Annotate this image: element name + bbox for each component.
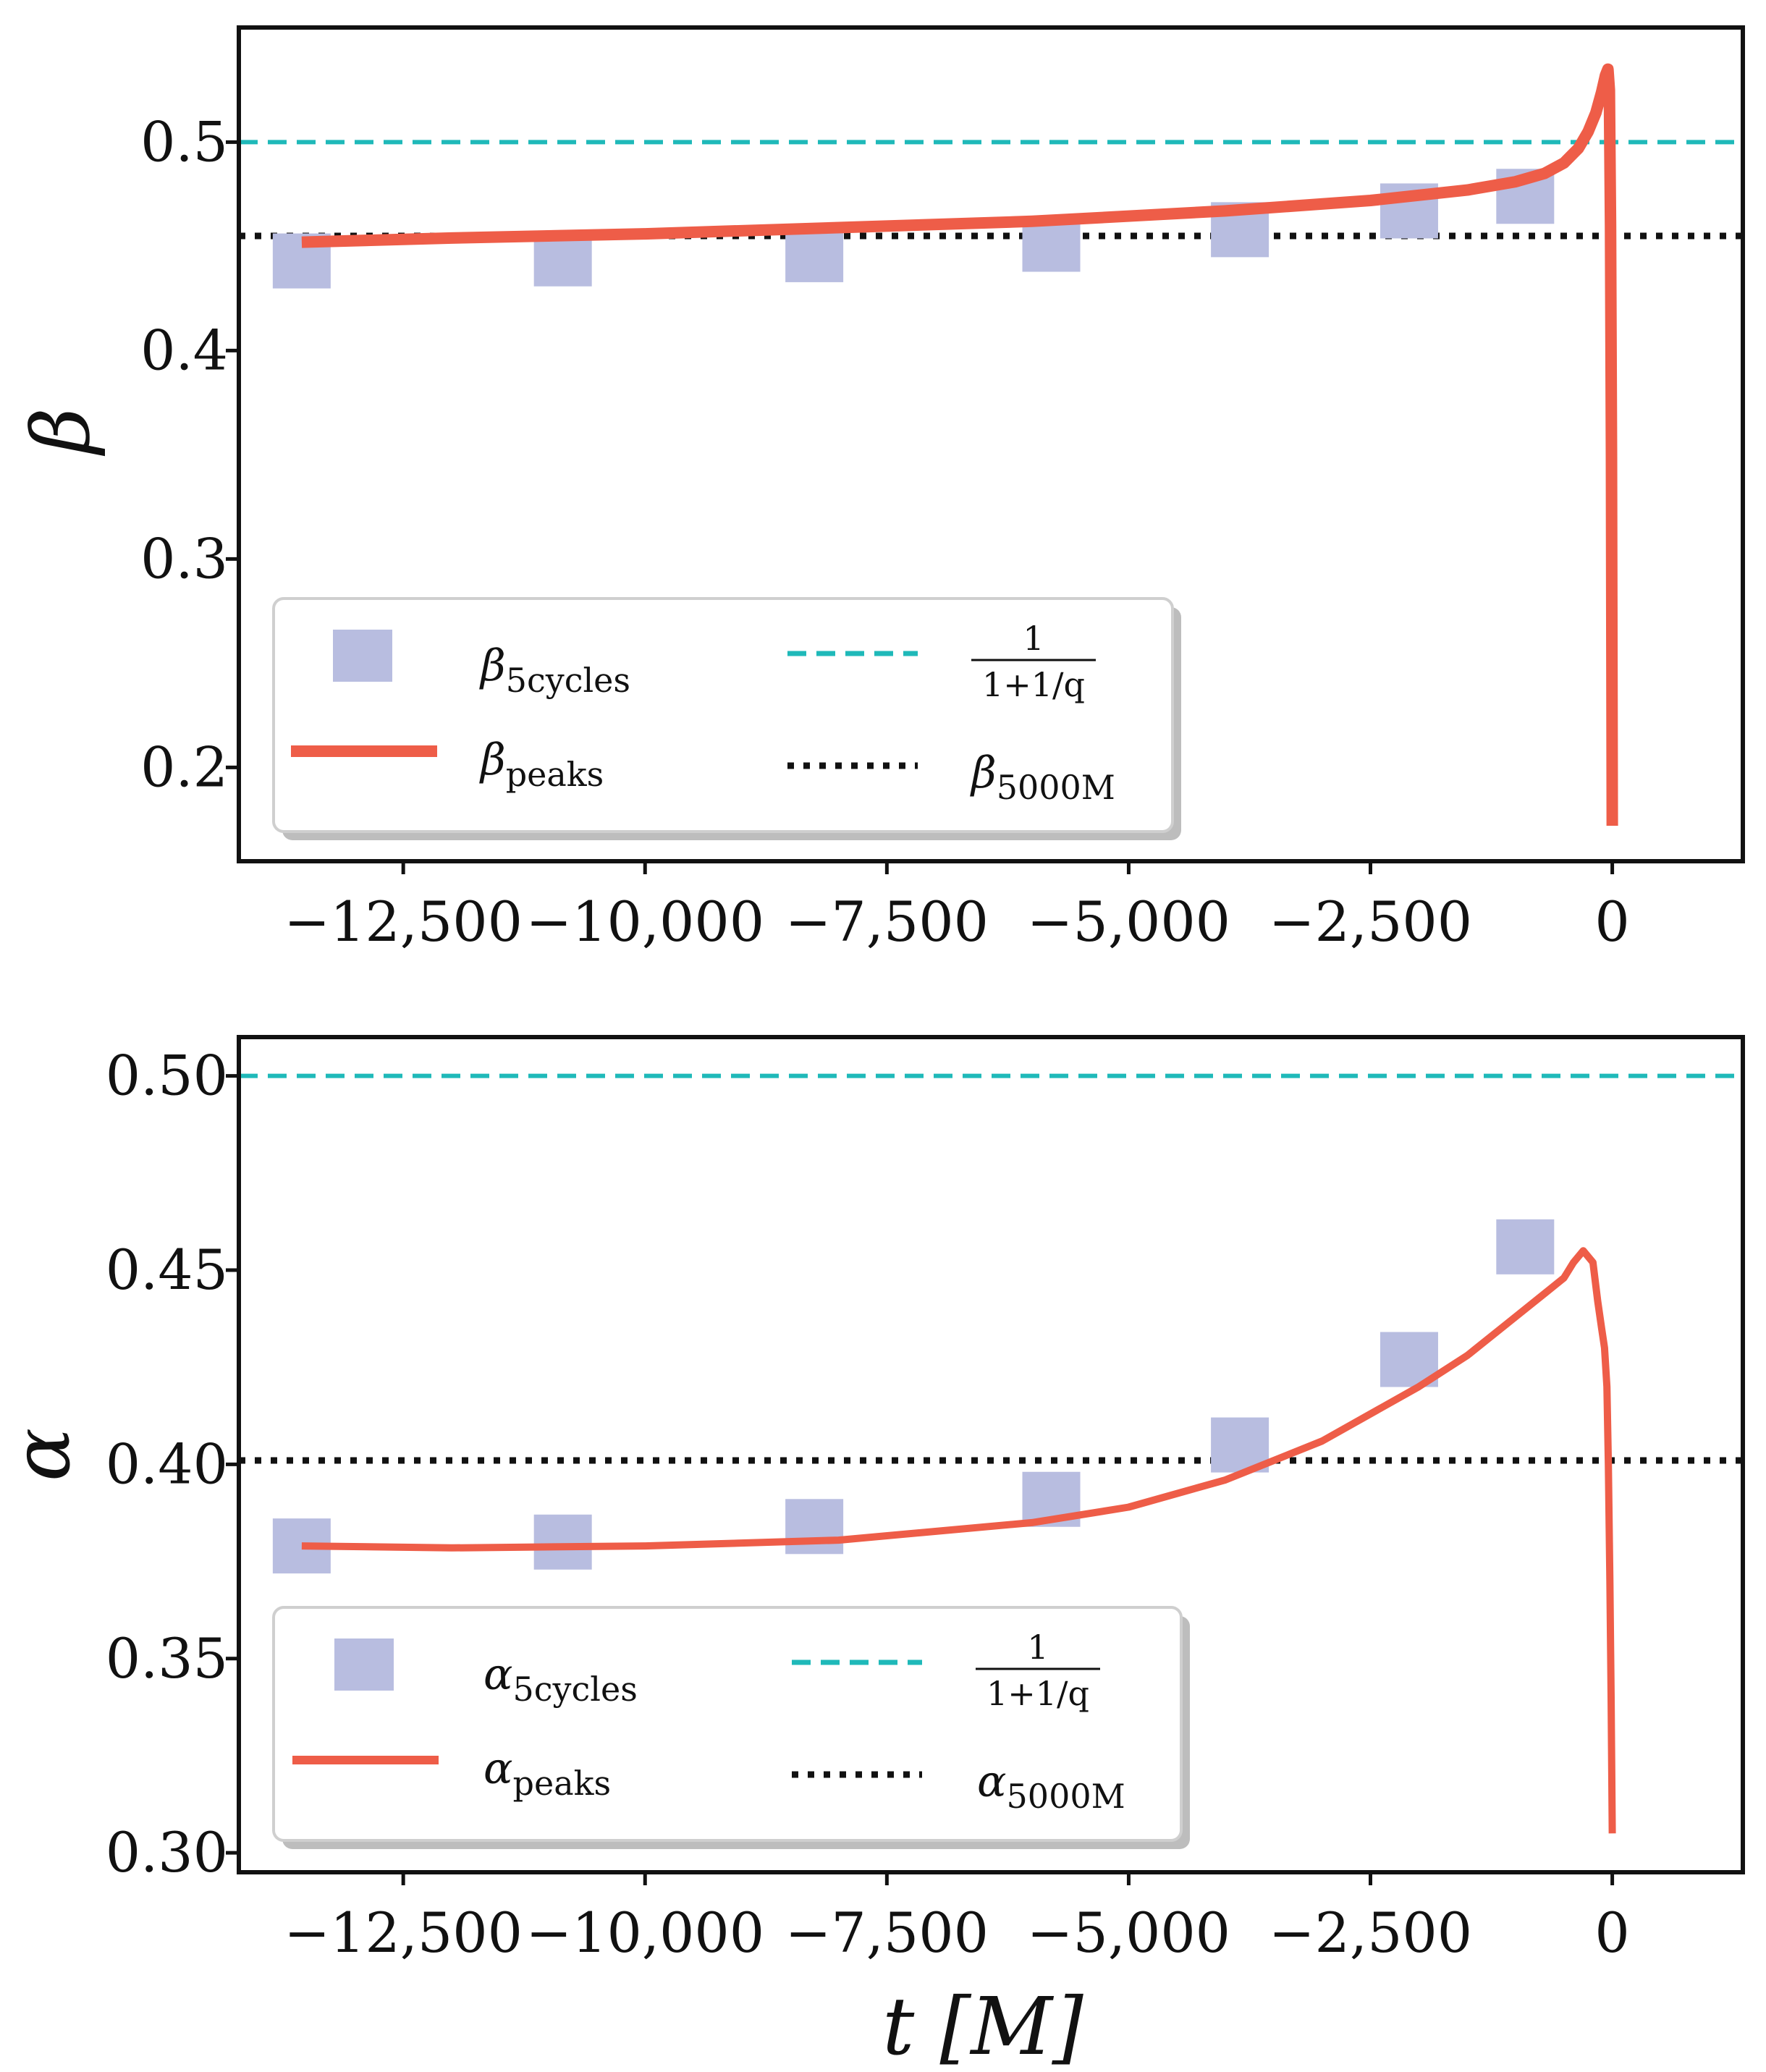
series-line <box>301 63 1618 826</box>
x-tick-label: −12,500 <box>284 1900 523 1965</box>
legend-marker-swatch <box>334 1638 394 1691</box>
beta-panel: β5cycles βpeaks 1 1+1/q β5000M β −12,500… <box>14 25 1745 954</box>
y-tick-label: 0.45 <box>106 1238 228 1302</box>
x-tick-label: −10,000 <box>525 1900 764 1965</box>
legend-label-5000M: α <box>977 1756 1007 1807</box>
y-tick-label: 0.4 <box>140 318 228 382</box>
y-tick-label: 0.50 <box>106 1044 228 1108</box>
legend-frac-numerator: 1 <box>1027 1628 1048 1667</box>
marker-point <box>785 1499 844 1555</box>
marker-point <box>1496 1219 1555 1274</box>
y-tick-label: 0.2 <box>140 735 228 799</box>
svg-text:α5cycles: α5cycles <box>483 1649 638 1709</box>
x-tick-label: −10,000 <box>525 889 764 954</box>
x-tick-label: 0 <box>1594 1900 1629 1965</box>
y-tick-label: 0.30 <box>106 1820 228 1885</box>
legend-label-peaks-sub: peaks <box>506 755 604 794</box>
plot-layer <box>239 63 1743 826</box>
y-tick-label: 0.5 <box>140 109 228 174</box>
legend-label-5cycles: α <box>483 1649 513 1700</box>
alpha-legend: α5cycles αpeaks 1 1+1/q α5000M <box>272 1606 1190 1849</box>
x-tick-label: −2,500 <box>1269 1900 1472 1965</box>
axes-frame <box>237 1035 1745 1874</box>
plot-layer <box>239 1073 1743 1834</box>
alpha-y-axis-label: α <box>0 1428 88 1481</box>
legend-label-peaks-sub: peaks <box>513 1764 612 1803</box>
legend-label-peaks: α <box>483 1743 513 1794</box>
svg-text:β5cycles: β5cycles <box>479 640 630 700</box>
x-axis-label: t [M] <box>882 1980 1084 2072</box>
svg-text:αpeaks: αpeaks <box>483 1743 611 1803</box>
legend-box <box>272 597 1174 833</box>
series-line <box>301 1247 1616 1834</box>
beta-y-axis-label: β <box>14 407 107 457</box>
y-tick-label: 0.3 <box>140 526 228 591</box>
legend-label-5cycles-sub: 5cycles <box>513 1670 638 1709</box>
x-tick-label: −5,000 <box>1027 889 1230 954</box>
legend-label-5000M-sub: 5000M <box>997 768 1115 807</box>
legend-frac-numerator: 1 <box>1023 619 1044 658</box>
legend-label-peaks: β <box>479 735 506 785</box>
beta-legend: β5cycles βpeaks 1 1+1/q β5000M <box>272 597 1181 840</box>
x-tick-label: −5,000 <box>1027 1900 1230 1965</box>
alpha-panel: α5cycles αpeaks 1 1+1/q α5000M α t [M] −… <box>0 1035 1745 2072</box>
legend-frac-denominator: 1+1/q <box>982 665 1085 704</box>
legend-label-5cycles: β <box>479 640 506 691</box>
x-tick-label: −12,500 <box>284 889 523 954</box>
svg-text:βpeaks: βpeaks <box>479 735 604 794</box>
y-tick-label: 0.35 <box>106 1626 228 1691</box>
x-tick-label: −7,500 <box>785 889 989 954</box>
y-tick-label: 0.40 <box>106 1432 228 1496</box>
legend-label-5000M: β <box>970 748 997 798</box>
legend-marker-swatch <box>333 630 392 682</box>
legend-frac-denominator: 1+1/q <box>986 1674 1089 1713</box>
axes-frame <box>237 25 1745 863</box>
legend-box <box>272 1606 1183 1842</box>
legend-label-5000M-sub: 5000M <box>1007 1777 1125 1816</box>
marker-point <box>533 1514 592 1570</box>
x-tick-label: −7,500 <box>785 1900 989 1965</box>
svg-text:α5000M: α5000M <box>977 1756 1125 1816</box>
x-tick-label: −2,500 <box>1269 889 1472 954</box>
marker-point <box>785 227 844 282</box>
legend-label-5cycles-sub: 5cycles <box>506 661 630 700</box>
x-tick-label: 0 <box>1594 889 1629 954</box>
svg-text:β5000M: β5000M <box>970 748 1115 807</box>
